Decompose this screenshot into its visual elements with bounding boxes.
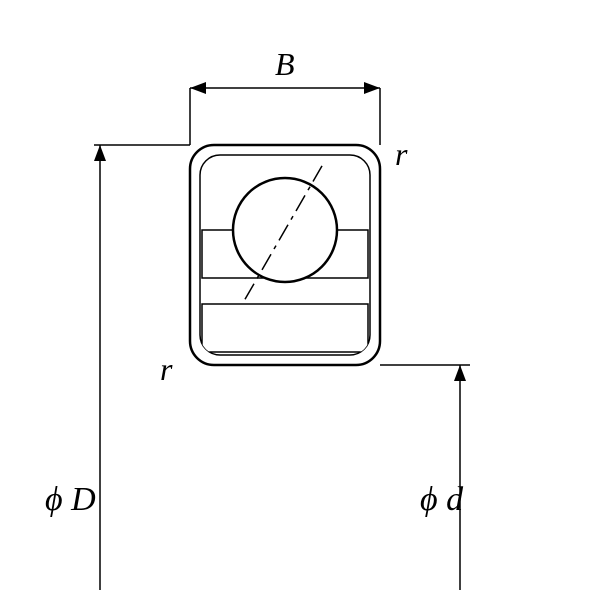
label-B: B <box>275 46 295 82</box>
bearing-diagram: Br r ϕ D ϕ d <box>0 0 600 600</box>
label-phi-d: ϕ d <box>420 481 464 518</box>
label-r-bottom: r <box>160 351 173 387</box>
land-bottom <box>202 304 368 352</box>
label-r-top: r <box>395 136 408 172</box>
label-phi-D: ϕ D <box>45 481 96 518</box>
